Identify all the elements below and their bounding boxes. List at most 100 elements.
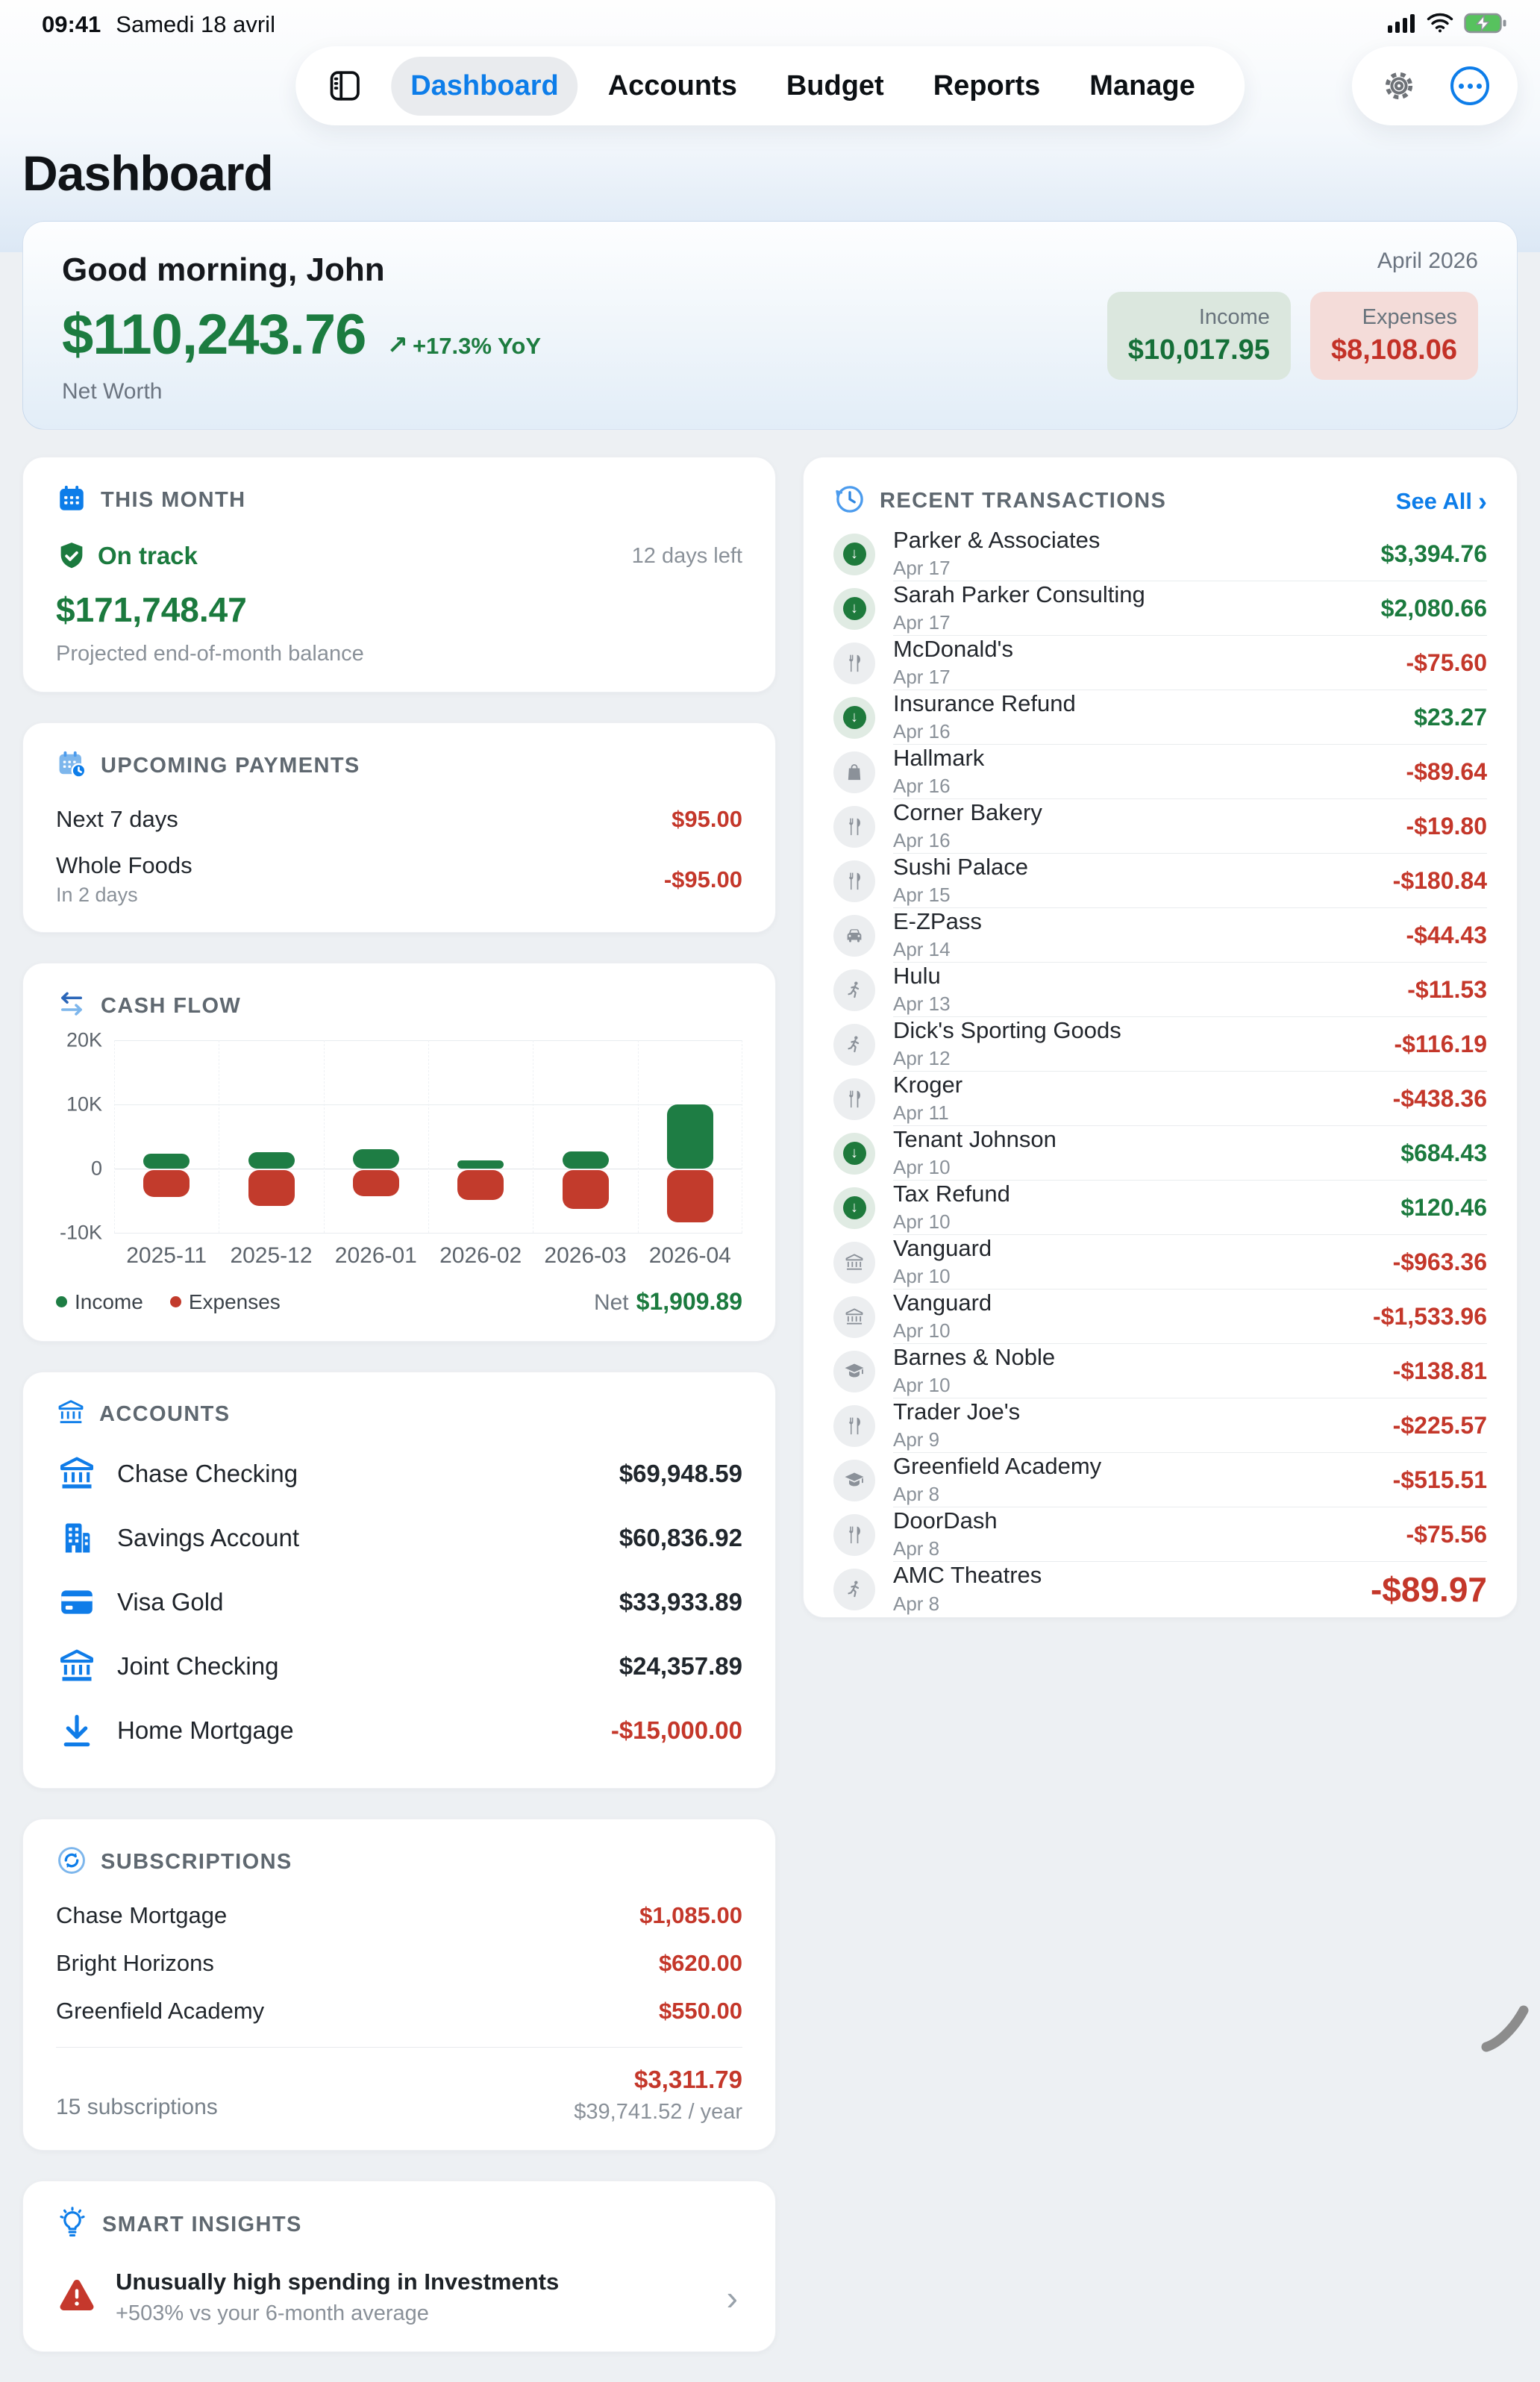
nav-item-dashboard[interactable]: Dashboard xyxy=(391,56,578,116)
y-axis-labels: 20K 10K 0 -10K xyxy=(56,1029,114,1244)
settings-button[interactable] xyxy=(1380,67,1418,104)
transaction-date: Apr 10 xyxy=(893,1210,951,1234)
transaction-row[interactable]: ↓ Tenant Johnson Apr 10 $684.43 xyxy=(833,1126,1487,1181)
annotation-swoosh xyxy=(1481,2005,1529,2052)
transaction-row[interactable]: E-ZPass Apr 14 -$44.43 xyxy=(833,908,1487,963)
account-row[interactable]: Visa Gold $33,933.89 xyxy=(56,1570,742,1634)
sidebar-toggle-button[interactable] xyxy=(325,66,364,105)
transaction-date: Apr 8 xyxy=(893,1537,940,1560)
transaction-name: Corner Bakery xyxy=(893,798,1042,825)
transaction-date: Apr 10 xyxy=(893,1374,951,1397)
transaction-amount: -$138.81 xyxy=(1392,1357,1487,1384)
account-name: Chase Checking xyxy=(117,1460,298,1487)
account-row[interactable]: Joint Checking $24,357.89 xyxy=(56,1634,742,1698)
account-row[interactable]: Home Mortgage -$15,000.00 xyxy=(56,1698,742,1763)
transaction-row[interactable]: AMC Theatres Apr 8 -$89.97 xyxy=(833,1562,1487,1616)
transaction-text: Sarah Parker Consulting Apr 17 xyxy=(893,581,1145,635)
subscription-row[interactable]: Bright Horizons $620.00 xyxy=(56,1939,742,1987)
transaction-row[interactable]: Sushi Palace Apr 15 -$180.84 xyxy=(833,854,1487,908)
x-tick-label: 2025-12 xyxy=(230,1243,313,1268)
subscription-name: Chase Mortgage xyxy=(56,1902,228,1928)
arrow-down-icon: ↓ xyxy=(842,1196,866,1219)
transaction-main: McDonald's Apr 17 -$75.60 xyxy=(893,636,1487,690)
transaction-date: Apr 17 xyxy=(893,611,951,634)
transaction-row[interactable]: Dick's Sporting Goods Apr 12 -$116.19 xyxy=(833,1017,1487,1072)
transaction-main: Tenant Johnson Apr 10 $684.43 xyxy=(893,1126,1487,1181)
transaction-row[interactable]: Hallmark Apr 16 -$89.64 xyxy=(833,745,1487,799)
y-tick-label: 20K xyxy=(66,1028,102,1051)
arrow-down-circle-icon: ↓ xyxy=(833,696,875,739)
nav-item-manage[interactable]: Manage xyxy=(1070,57,1214,116)
x-tick-label: 2026-01 xyxy=(334,1243,417,1268)
on-track-status: On track xyxy=(56,540,198,572)
transaction-name: Trader Joe's xyxy=(893,1398,1021,1425)
this-month-title: THIS MONTH xyxy=(101,488,246,512)
insight-subtitle: +503% vs your 6-month average xyxy=(116,2301,429,2325)
transaction-text: Corner Bakery Apr 16 xyxy=(893,798,1042,853)
dining-icon xyxy=(833,805,875,848)
transaction-date: Apr 14 xyxy=(893,938,951,961)
transaction-text: Greenfield Academy Apr 8 xyxy=(893,1452,1102,1507)
transaction-text: Tax Refund Apr 10 xyxy=(893,1181,1010,1234)
subscriptions-card: SUBSCRIPTIONS Chase Mortgage $1,085.00 Bri… xyxy=(22,1819,776,2151)
transaction-text: Trader Joe's Apr 9 xyxy=(893,1398,1021,1452)
cash-flow-card: CASH FLOW 20K 10K 0 -10K 2025-11 2025-12 2026… xyxy=(22,963,776,1342)
more-options-button[interactable] xyxy=(1450,66,1489,105)
upcoming-payment-text: Whole Foods In 2 days xyxy=(56,852,192,907)
transaction-row[interactable]: ↓ Tax Refund Apr 10 $120.46 xyxy=(833,1181,1487,1235)
transaction-row[interactable]: Trader Joe's Apr 9 -$225.57 xyxy=(833,1398,1487,1453)
account-name: Visa Gold xyxy=(117,1588,224,1616)
transaction-row[interactable]: Kroger Apr 11 -$438.36 xyxy=(833,1072,1487,1126)
greeting-card: Good morning, John $110,243.76 ↗ +17.3% Y… xyxy=(22,221,1518,430)
calendar-clock-icon xyxy=(56,748,87,784)
transaction-name: Greenfield Academy xyxy=(893,1452,1102,1479)
bar-income-2025-12 xyxy=(248,1152,295,1169)
transaction-text: Hallmark Apr 16 xyxy=(893,745,984,798)
subscription-row[interactable]: Chase Mortgage $1,085.00 xyxy=(56,1892,742,1939)
transaction-name: Hulu xyxy=(893,962,941,989)
transaction-main: Hulu Apr 13 -$11.53 xyxy=(893,963,1487,1017)
account-row[interactable]: Chase Checking $69,948.59 xyxy=(56,1442,742,1506)
account-name: Savings Account xyxy=(117,1524,299,1551)
transaction-row[interactable]: Barnes & Noble Apr 10 -$138.81 xyxy=(833,1344,1487,1398)
dining-icon xyxy=(833,1078,875,1120)
transaction-row[interactable]: ↓ Sarah Parker Consulting Apr 17 $2,080.66 xyxy=(833,581,1487,636)
upcoming-payment-row[interactable]: Whole Foods In 2 days -$95.00 xyxy=(56,852,742,907)
transaction-row[interactable]: Hulu Apr 13 -$11.53 xyxy=(833,963,1487,1017)
transactions-list: ↓ Parker & Associates Apr 17 $3,394.76 ↓ Sara… xyxy=(833,527,1487,1616)
transaction-row[interactable]: ↓ Parker & Associates Apr 17 $3,394.76 xyxy=(833,527,1487,581)
transaction-row[interactable]: McDonald's Apr 17 -$75.60 xyxy=(833,636,1487,690)
transaction-amount: -$44.43 xyxy=(1406,921,1487,948)
transaction-text: Tenant Johnson Apr 10 xyxy=(893,1126,1057,1180)
nav-item-accounts[interactable]: Accounts xyxy=(589,57,757,116)
upcoming-summary-amount: $95.00 xyxy=(672,806,742,832)
transaction-row[interactable]: Greenfield Academy Apr 8 -$515.51 xyxy=(833,1453,1487,1507)
transaction-row[interactable]: Vanguard Apr 10 -$1,533.96 xyxy=(833,1290,1487,1344)
transaction-text: Parker & Associates Apr 17 xyxy=(893,527,1100,581)
net-worth-label: Net Worth xyxy=(62,379,163,404)
nav-item-reports[interactable]: Reports xyxy=(914,57,1060,116)
transaction-amount: -$116.19 xyxy=(1394,1030,1487,1057)
insight-row[interactable]: Unusually high spending in Investments +5… xyxy=(56,2269,742,2326)
transaction-amount: $3,394.76 xyxy=(1380,540,1487,567)
wifi-icon xyxy=(1427,13,1453,37)
bar-expenses-2026-03 xyxy=(562,1170,609,1209)
x-axis-labels: 2025-11 2025-12 2026-01 2026-02 2026-03 2026-… xyxy=(114,1243,742,1269)
account-row[interactable]: Savings Account $60,836.92 xyxy=(56,1506,742,1570)
transaction-row[interactable]: Vanguard Apr 10 -$963.36 xyxy=(833,1235,1487,1290)
y-tick-label: -10K xyxy=(59,1221,102,1244)
transaction-date: Apr 10 xyxy=(893,1265,951,1288)
transaction-amount: -$75.60 xyxy=(1406,648,1487,676)
see-all-link[interactable]: See All › xyxy=(1395,485,1487,516)
transaction-name: Tax Refund xyxy=(893,1180,1010,1207)
legend-expenses: Expenses xyxy=(169,1290,281,1314)
cash-flow-chart: 20K 10K 0 -10K xyxy=(56,1029,742,1244)
subscription-row[interactable]: Greenfield Academy $550.00 xyxy=(56,1987,742,2035)
transaction-main: Greenfield Academy Apr 8 -$515.51 xyxy=(893,1453,1487,1507)
transaction-row[interactable]: Corner Bakery Apr 16 -$19.80 xyxy=(833,799,1487,854)
transaction-amount: -$515.51 xyxy=(1392,1466,1487,1493)
transaction-text: AMC Theatres Apr 8 xyxy=(893,1562,1042,1616)
transaction-row[interactable]: DoorDash Apr 8 -$75.56 xyxy=(833,1507,1487,1562)
transaction-row[interactable]: ↓ Insurance Refund Apr 16 $23.27 xyxy=(833,690,1487,745)
nav-item-budget[interactable]: Budget xyxy=(767,57,904,116)
